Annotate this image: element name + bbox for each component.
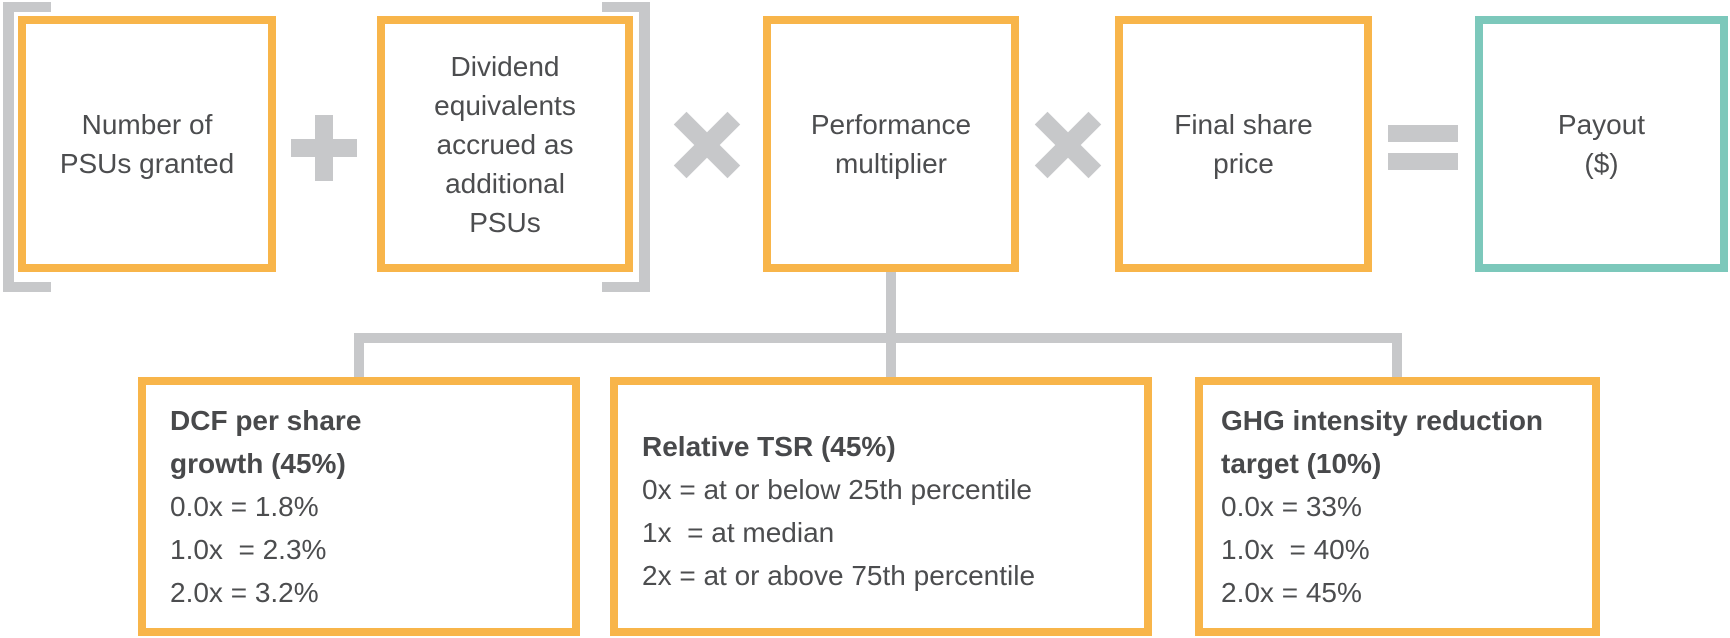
box-label: Dividend equivalents accrued as addition… xyxy=(434,50,576,238)
metric-box-relative-tsr: Relative TSR (45%) 0x = at or below 25th… xyxy=(610,377,1152,636)
box-label: Number of PSUs granted xyxy=(59,109,235,179)
box-label: Payout ($) xyxy=(1557,109,1646,179)
box-final-share-price: Final share price xyxy=(1115,16,1372,272)
metric-values: 0x = at or below 25th percentile 1x = at… xyxy=(642,474,1036,591)
equals-icon xyxy=(1388,125,1458,170)
box-payout: Payout ($) xyxy=(1475,16,1728,272)
box-number-of-psus: Number of PSUs granted xyxy=(18,16,276,272)
connector-stub-right xyxy=(1392,333,1402,377)
connector-horizontal xyxy=(354,333,1402,343)
connector-stub-left xyxy=(354,333,364,377)
metric-title: GHG intensity reduction target (10%) xyxy=(1221,405,1544,479)
metric-title: Relative TSR (45%) xyxy=(642,431,896,462)
metric-values: 0.0x = 33% 1.0x = 40% 2.0x = 45% xyxy=(1221,491,1370,608)
plus-icon xyxy=(291,115,357,181)
box-performance-multiplier: Performance multiplier xyxy=(763,16,1019,272)
box-dividend-equivalents: Dividend equivalents accrued as addition… xyxy=(377,16,633,272)
multiply-icon xyxy=(1039,116,1097,174)
connector-stub-center xyxy=(886,272,896,377)
metric-box-dcf-growth: DCF per share growth (45%) 0.0x = 1.8% 1… xyxy=(138,377,580,636)
multiply-icon xyxy=(678,116,736,174)
metric-box-ghg-intensity: GHG intensity reduction target (10%) 0.0… xyxy=(1195,377,1600,636)
metric-title: DCF per share growth (45%) xyxy=(170,405,362,479)
metric-values: 0.0x = 1.8% 1.0x = 2.3% 2.0x = 3.2% xyxy=(170,491,327,608)
box-label: Final share price xyxy=(1174,109,1313,179)
close-bracket-icon xyxy=(602,2,650,292)
open-bracket-icon xyxy=(3,2,51,292)
box-label: Performance multiplier xyxy=(810,109,972,179)
